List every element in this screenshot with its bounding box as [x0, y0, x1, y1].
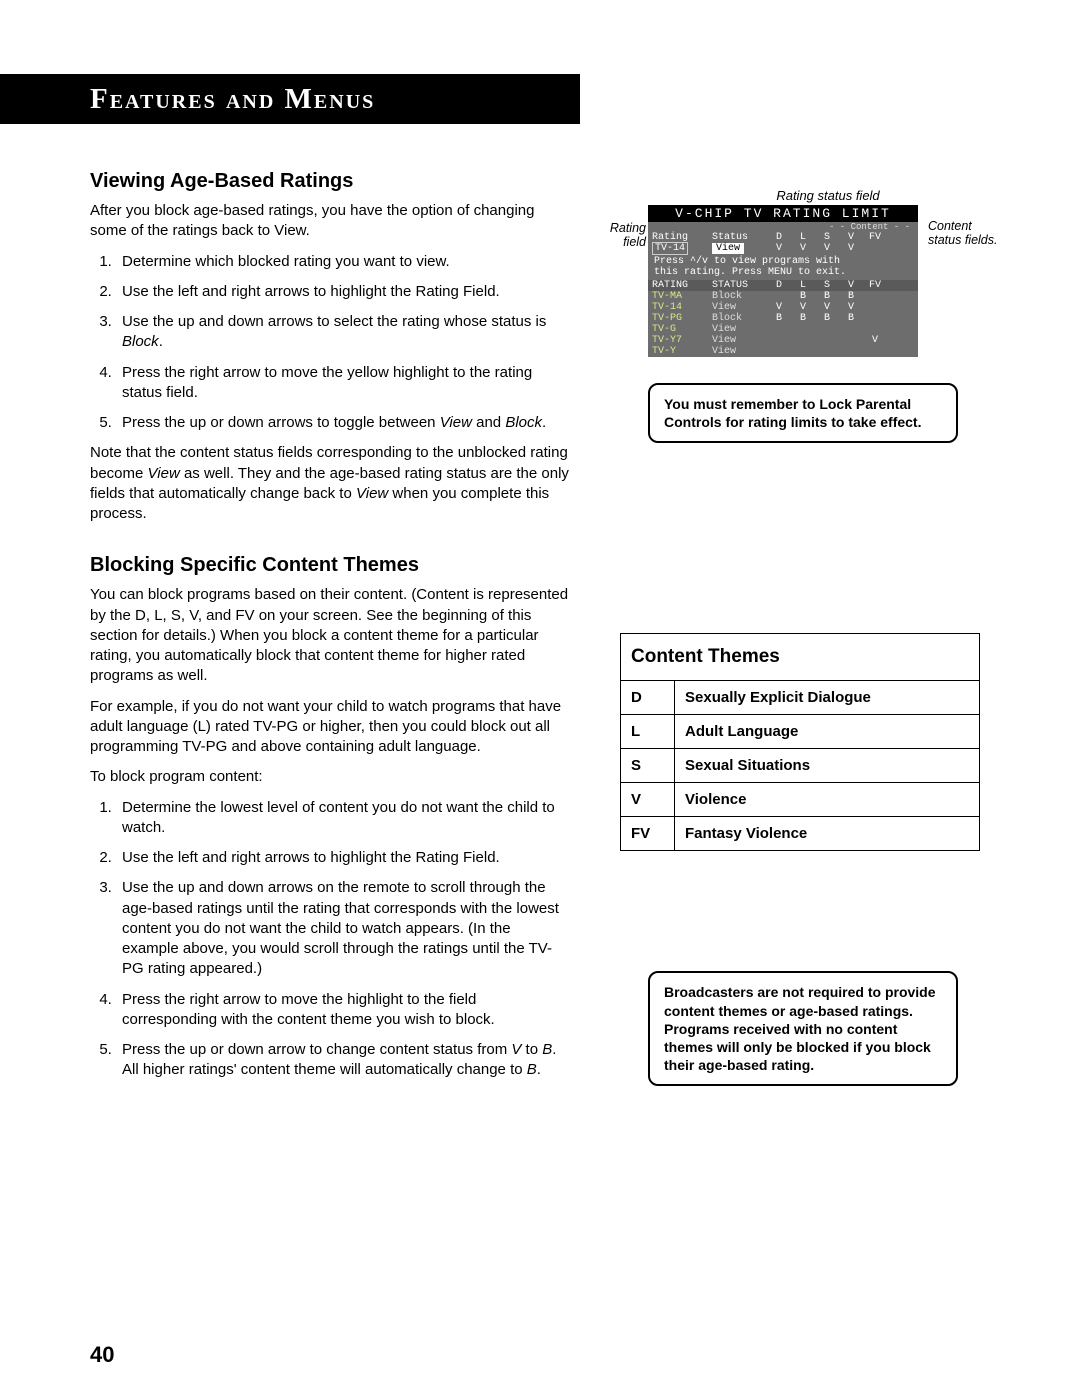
section2-heading: Blocking Specific Content Themes — [90, 554, 570, 577]
col: D — [767, 280, 791, 291]
osd-rows: TV-MABlockBBBTV-14ViewVVVVTV-PGBlockBBBB… — [648, 291, 918, 357]
note-box-broadcasters: Broadcasters are not required to provide… — [648, 971, 958, 1086]
content-themes-table: Content Themes DSexually Explicit Dialog… — [620, 633, 980, 851]
osd-row: TV-YView — [648, 346, 918, 357]
right-column: Rating status field Rating field Content… — [610, 170, 1000, 1086]
ct-title: Content Themes — [621, 634, 980, 681]
col: L — [791, 280, 815, 291]
annotation-content-fields: Content status fields. — [928, 220, 998, 248]
cell: V — [815, 243, 839, 254]
content-themes-table-wrap: Content Themes DSexually Explicit Dialog… — [620, 633, 980, 851]
col: L — [791, 232, 815, 243]
selected-status: View — [712, 243, 744, 254]
list-item: Press the up or down arrows to toggle be… — [116, 413, 570, 433]
col: FV — [863, 280, 887, 291]
section2-p3: To block program content: — [90, 767, 570, 787]
list-item: Press the right arrow to move the yellow… — [116, 363, 570, 404]
text: After you block age-based ratings, you h… — [90, 202, 534, 239]
section1-steps: Determine which blocked rating you want … — [90, 252, 570, 434]
cell — [863, 243, 887, 254]
list-item: Press the up or down arrow to change con… — [116, 1040, 570, 1081]
section1-heading: Viewing Age-Based Ratings — [90, 170, 570, 193]
osd-row: TV-PGBlockBBBB — [648, 313, 918, 324]
osd-selected-row: TV-14 View V V V V — [648, 243, 918, 254]
col: S — [815, 232, 839, 243]
table-row: VViolence — [621, 783, 980, 817]
section1-note: Note that the content status fields corr… — [90, 443, 570, 524]
cell: V — [839, 243, 863, 254]
list-item: Determine which blocked rating you want … — [116, 252, 570, 272]
text: this rating. Press MENU to exit. — [654, 267, 846, 278]
table-row: LAdult Language — [621, 715, 980, 749]
osd-title: V-CHIP TV RATING LIMIT — [648, 205, 918, 222]
header-bar: Features and Menus — [0, 74, 580, 124]
section2-p1: You can block programs based on their co… — [90, 585, 570, 686]
section2-steps: Determine the lowest level of content yo… — [90, 798, 570, 1081]
list-item: Use the up and down arrows to select the… — [116, 312, 570, 353]
cell: V — [791, 243, 815, 254]
col: V — [839, 232, 863, 243]
col: S — [815, 280, 839, 291]
list-item: Determine the lowest level of content yo… — [116, 798, 570, 839]
section1-intro: After you block age-based ratings, you h… — [90, 201, 570, 242]
annotation-rating-field: Rating field — [596, 222, 646, 250]
note-box-lock: You must remember to Lock Parental Contr… — [648, 383, 958, 443]
osd-col-heads: Rating Status D L S V FV — [648, 232, 918, 243]
table-row: DSexually Explicit Dialogue — [621, 681, 980, 715]
col: FV — [863, 232, 887, 243]
osd-row: TV-14ViewVVVV — [648, 302, 918, 313]
table-row: SSexual Situations — [621, 749, 980, 783]
col: V — [839, 280, 863, 291]
cell: V — [767, 243, 791, 254]
page-number: 40 — [90, 1342, 114, 1368]
table-row: FVFantasy Violence — [621, 817, 980, 851]
page-title: Features and Menus — [90, 83, 375, 116]
col: D — [767, 232, 791, 243]
osd-row: TV-Y7ViewV — [648, 335, 918, 346]
osd-row: TV-GView — [648, 324, 918, 335]
osd-diagram: Rating status field Rating field Content… — [648, 188, 958, 357]
osd-caption-top: Rating status field — [698, 188, 958, 203]
section2-p2: For example, if you do not want your chi… — [90, 697, 570, 758]
list-item: Use the left and right arrows to highlig… — [116, 848, 570, 868]
col: RATING — [652, 280, 712, 291]
list-item: Use the up and down arrows on the remote… — [116, 878, 570, 979]
osd-sub: - - Content - - — [648, 222, 918, 232]
osd-screen: V-CHIP TV RATING LIMIT - - Content - - R… — [648, 205, 918, 357]
col: Status — [712, 232, 767, 243]
osd-hint: Press ^/v to view programs with this rat… — [648, 254, 918, 280]
list-item: Press the right arrow to move the highli… — [116, 990, 570, 1031]
osd-row: TV-MABlockBBB — [648, 291, 918, 302]
list-item: Use the left and right arrows to highlig… — [116, 282, 570, 302]
text: Press ^/v to view programs with — [654, 256, 840, 267]
col: STATUS — [712, 280, 767, 291]
osd-list-head: RATING STATUS D L S V FV — [648, 280, 918, 291]
selected-rating: TV-14 — [652, 242, 688, 255]
left-column: Viewing Age-Based Ratings After you bloc… — [90, 170, 570, 1091]
